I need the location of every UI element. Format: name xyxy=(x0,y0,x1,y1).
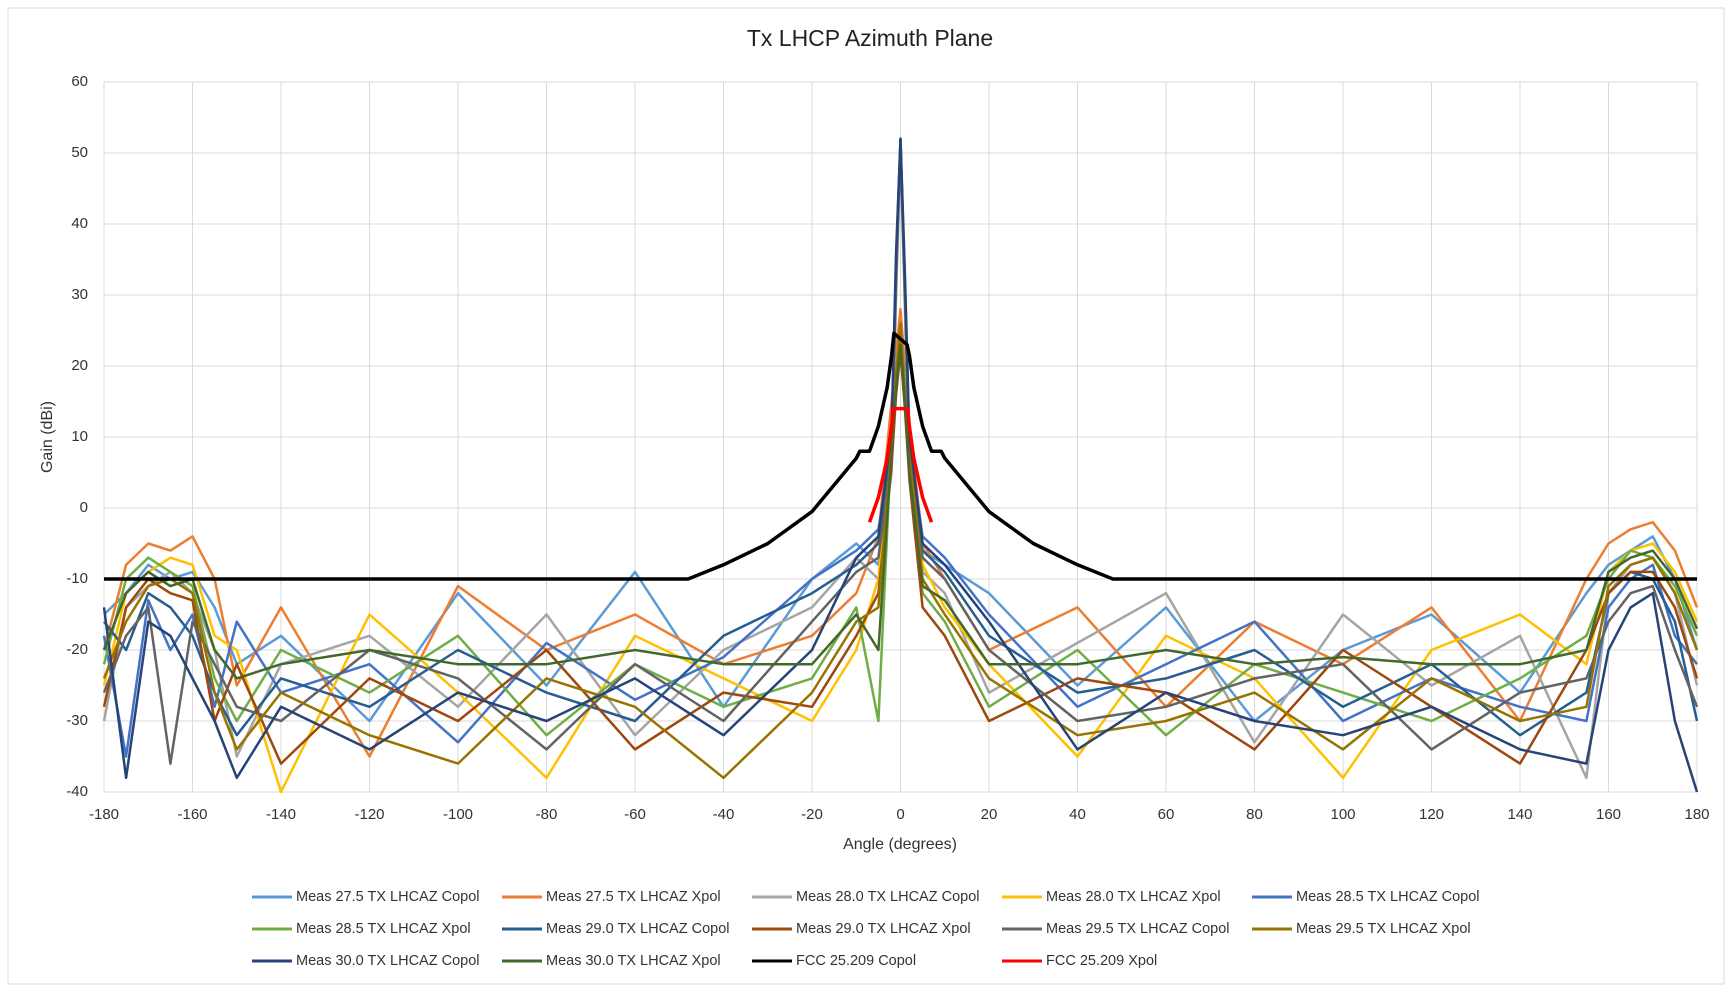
legend-text: FCC 25.209 Xpol xyxy=(1046,953,1157,969)
x-tick-label: 0 xyxy=(896,806,904,823)
x-tick-label: 120 xyxy=(1419,806,1444,823)
legend-text: Meas 29.0 TX LHCAZ Copol xyxy=(546,921,729,937)
x-tick-label: 80 xyxy=(1246,806,1263,823)
legend-text: Meas 27.5 TX LHCAZ Xpol xyxy=(546,889,721,905)
series-line xyxy=(102,307,1699,758)
x-tick-label: 60 xyxy=(1158,806,1175,823)
x-tick-label: 20 xyxy=(981,806,998,823)
x-tick-label: -40 xyxy=(713,806,735,823)
legend-text: FCC 25.209 Copol xyxy=(796,953,916,969)
x-tick-label: -60 xyxy=(624,806,646,823)
y-tick-label: -10 xyxy=(66,570,88,587)
y-tick-label: 20 xyxy=(71,357,88,374)
x-tick-label: -160 xyxy=(177,806,207,823)
legend-text: Meas 28.0 TX LHCAZ Xpol xyxy=(1046,889,1221,905)
x-tick-label: -100 xyxy=(443,806,473,823)
series-line xyxy=(867,406,934,523)
y-tick-label: 40 xyxy=(71,215,88,232)
y-axis-title: Gain (dBi) xyxy=(39,401,56,473)
x-tick-label: -80 xyxy=(536,806,558,823)
series-line xyxy=(102,343,1699,680)
x-tick-label: 140 xyxy=(1507,806,1532,823)
y-tick-label: -40 xyxy=(66,783,88,800)
x-tick-label: 180 xyxy=(1684,806,1709,823)
y-tick-label: 50 xyxy=(71,144,88,161)
chart-title: Tx LHCP Azimuth Plane xyxy=(747,25,993,51)
legend-text: Meas 28.5 TX LHCAZ Copol xyxy=(1296,889,1479,905)
legend-text: Meas 29.0 TX LHCAZ Xpol xyxy=(796,921,971,937)
x-axis-title: Angle (degrees) xyxy=(843,836,957,853)
series-line xyxy=(102,137,1699,793)
legend-text: Meas 28.0 TX LHCAZ Copol xyxy=(796,889,979,905)
y-tick-label: 10 xyxy=(71,428,88,445)
legend-text: Meas 29.5 TX LHCAZ Xpol xyxy=(1296,921,1471,937)
x-tick-label: 40 xyxy=(1069,806,1086,823)
x-tick-label: 160 xyxy=(1596,806,1621,823)
legend-text: Meas 30.0 TX LHCAZ Xpol xyxy=(546,953,721,969)
legend-text: Meas 27.5 TX LHCAZ Copol xyxy=(296,889,479,905)
legend-text: Meas 28.5 TX LHCAZ Xpol xyxy=(296,921,471,937)
y-tick-label: -20 xyxy=(66,641,88,658)
legend-text: Meas 29.5 TX LHCAZ Copol xyxy=(1046,921,1229,937)
legend-text: Meas 30.0 TX LHCAZ Copol xyxy=(296,953,479,969)
x-tick-label: -180 xyxy=(89,806,119,823)
y-tick-label: 60 xyxy=(71,73,88,90)
x-tick-label: -120 xyxy=(354,806,384,823)
series-line xyxy=(104,331,1697,581)
x-tick-label: -140 xyxy=(266,806,296,823)
series-line xyxy=(102,322,1699,780)
x-tick-label: -20 xyxy=(801,806,823,823)
y-tick-label: 30 xyxy=(71,286,88,303)
y-tick-label: -30 xyxy=(66,712,88,729)
x-tick-label: 100 xyxy=(1330,806,1355,823)
chart-frame xyxy=(7,7,1725,985)
y-tick-label: 0 xyxy=(80,499,88,516)
